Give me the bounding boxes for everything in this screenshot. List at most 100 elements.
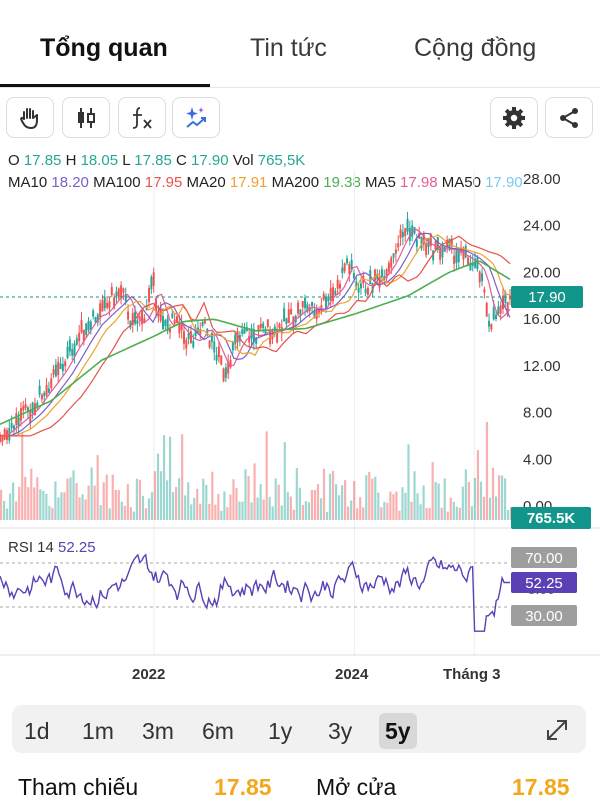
tab-overview[interactable]: Tổng quan (40, 34, 168, 62)
candle-body (290, 308, 293, 315)
candle-body (50, 378, 53, 389)
rsi-value-tag (511, 572, 577, 593)
candle-body (385, 269, 388, 278)
share-button[interactable] (545, 97, 593, 138)
volume-bar (226, 507, 229, 520)
candle-body (315, 308, 318, 319)
expand-icon[interactable] (542, 715, 572, 745)
range-6m-button[interactable]: 6m (202, 717, 234, 744)
volume-bar (310, 489, 314, 520)
volume-bar (301, 504, 304, 520)
price-chart[interactable]: 28.0024.0020.0016.0012.008.004.000.0017.… (0, 170, 600, 660)
candle-body (457, 248, 460, 263)
candle-body (187, 333, 190, 340)
volume-bar (464, 469, 467, 520)
candle-body (476, 257, 479, 270)
candle-body (371, 282, 374, 293)
volume-bar (377, 492, 380, 520)
range-selector: 1d 1m 3m 6m 1y 3y 5y (12, 705, 586, 753)
volume-bar (458, 507, 461, 520)
volume-bar (244, 469, 247, 520)
volume-bar (280, 505, 283, 520)
candle-body (357, 287, 360, 293)
candle-body (82, 329, 85, 342)
candle-body (455, 250, 458, 263)
volume-bar (322, 468, 326, 520)
candle-body (248, 336, 251, 343)
candle-body (26, 407, 29, 412)
candle-body (33, 403, 36, 416)
rsi-70-tag-label: 70.00 (525, 550, 563, 567)
candle-body (427, 238, 430, 248)
candle-body (64, 361, 67, 367)
candle-body (201, 321, 204, 327)
volume-bar (461, 486, 464, 520)
volume-bar (232, 479, 235, 520)
candle-body (334, 290, 337, 296)
range-1y-button[interactable]: 1y (268, 717, 293, 744)
range-5y-button[interactable]: 5y (379, 713, 417, 749)
volume-bar (452, 501, 455, 520)
volume-bar (153, 471, 157, 520)
ma5-line (0, 228, 511, 437)
ma100-label: MA100 (93, 174, 141, 191)
range-3y-button[interactable]: 3y (328, 717, 353, 744)
volume-bar (500, 475, 504, 520)
volume-bar (126, 483, 129, 520)
candle-body (492, 307, 495, 320)
candle-body (59, 363, 62, 369)
settings-button[interactable] (490, 97, 538, 138)
candle-body (224, 367, 227, 378)
volume-bar (223, 491, 226, 520)
candle-body (47, 388, 50, 393)
candle-body (506, 302, 509, 315)
candle-body (143, 318, 146, 324)
range-1d-button[interactable]: 1d (24, 717, 50, 744)
time-label-month: Tháng 3 (443, 666, 501, 683)
candle-body (241, 329, 244, 334)
candle-body (166, 318, 169, 332)
candle-body (73, 343, 76, 357)
candle-body (106, 303, 109, 308)
candle-body (208, 340, 211, 348)
range-1m-button[interactable]: 1m (82, 717, 114, 744)
candle-body (313, 310, 316, 319)
volume-bar (341, 485, 344, 520)
draw-tool-button[interactable] (6, 97, 54, 138)
candle-body (234, 334, 237, 345)
candlestick-button[interactable] (62, 97, 110, 138)
candle-body (96, 314, 99, 323)
candle-body (68, 339, 71, 352)
candle-body (52, 369, 55, 375)
candle-body (113, 297, 116, 309)
candle-body (31, 402, 34, 414)
volume-bar (21, 432, 24, 520)
candle-body (150, 276, 153, 290)
candlestick-icon (78, 107, 95, 128)
volume-bar (491, 467, 495, 520)
volume-bar (494, 496, 498, 520)
candle-body (101, 300, 104, 312)
ai-trend-button[interactable] (172, 97, 220, 138)
candle-body (355, 281, 358, 288)
range-3m-button[interactable]: 3m (142, 717, 174, 744)
volume-bar (72, 470, 75, 520)
candle-body (471, 262, 474, 267)
candle-body (103, 297, 106, 309)
volume-bar (190, 504, 193, 520)
tab-community[interactable]: Cộng đồng (414, 34, 537, 62)
candle-body (99, 303, 102, 318)
candle-body (322, 293, 325, 300)
hand-draw-icon (20, 107, 38, 129)
indicator-button[interactable] (118, 97, 166, 138)
volume-bar (250, 502, 253, 520)
candle-body (122, 288, 125, 293)
volume-bar (150, 492, 154, 520)
volume-bar (265, 431, 268, 520)
ma5-value: 17.98 (400, 174, 438, 191)
tab-bar: Tổng quan Tin tức Cộng đồng (0, 0, 600, 88)
volume-bar (66, 478, 69, 520)
tab-news[interactable]: Tin tức (250, 34, 327, 62)
volume-bar (277, 484, 280, 520)
sparkle-trend-icon (186, 106, 206, 128)
